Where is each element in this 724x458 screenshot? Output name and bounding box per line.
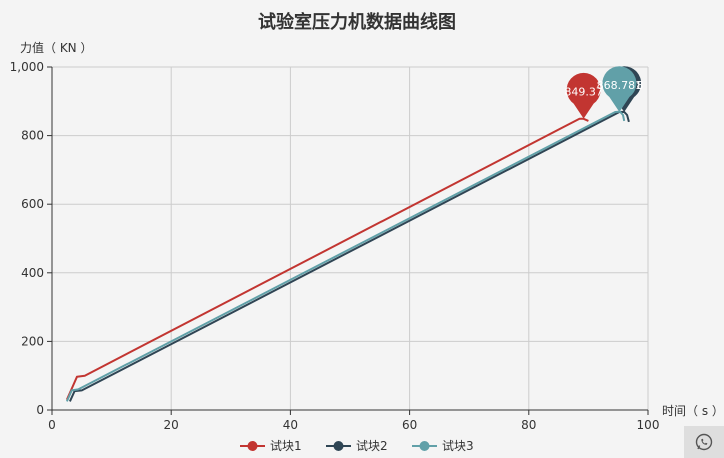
legend-swatch-dot (247, 441, 258, 451)
axes: 0 20 40 60 80 100 0 200 400 600 800 1,000 (10, 60, 660, 432)
x-tick-label: 40 (283, 418, 298, 432)
x-tick-label: 20 (164, 418, 179, 432)
legend-label: 试块1 (270, 438, 302, 453)
legend-item-3[interactable]: 试块3 (412, 438, 474, 453)
y-tick-label: 0 (36, 403, 44, 417)
y-tick-label: 200 (21, 334, 44, 348)
max-label: 868.781 (597, 79, 643, 92)
x-axis-label: 时间（ s ） (662, 404, 724, 418)
y-tick-label: 400 (21, 266, 44, 280)
x-tick-label: 100 (637, 418, 660, 432)
series-lines (65, 110, 630, 402)
y-tick-label: 600 (21, 197, 44, 211)
legend[interactable]: 试块1 试块2 试块3 (240, 438, 474, 453)
y-tick-label: 1,000 (10, 60, 44, 74)
legend-swatch-dot (333, 441, 344, 451)
x-tick-label: 0 (48, 418, 56, 432)
x-tick-label: 60 (402, 418, 417, 432)
max-pin (566, 72, 601, 119)
y-axis-label: 力值（ KN ） (20, 40, 92, 55)
max-marker-3[interactable]: 868.781 (597, 66, 643, 113)
series-line-3[interactable] (65, 110, 626, 402)
legend-item-1[interactable]: 试块1 (240, 438, 302, 453)
legend-label: 试块3 (442, 438, 474, 453)
legend-item-2[interactable]: 试块2 (326, 438, 388, 453)
chart-title: 试验室压力机数据曲线图 (258, 11, 456, 33)
series-line-2[interactable] (68, 110, 630, 402)
chat-button[interactable] (684, 426, 724, 458)
max-label: 849.37 (564, 86, 603, 99)
legend-label: 试块2 (356, 438, 388, 453)
legend-swatch-dot (419, 441, 430, 451)
max-pin (602, 66, 637, 113)
max-marker-1[interactable]: 849.37 (564, 72, 603, 119)
y-tick-label: 800 (21, 129, 44, 143)
chat-icon (695, 433, 713, 451)
x-tick-label: 80 (521, 418, 536, 432)
